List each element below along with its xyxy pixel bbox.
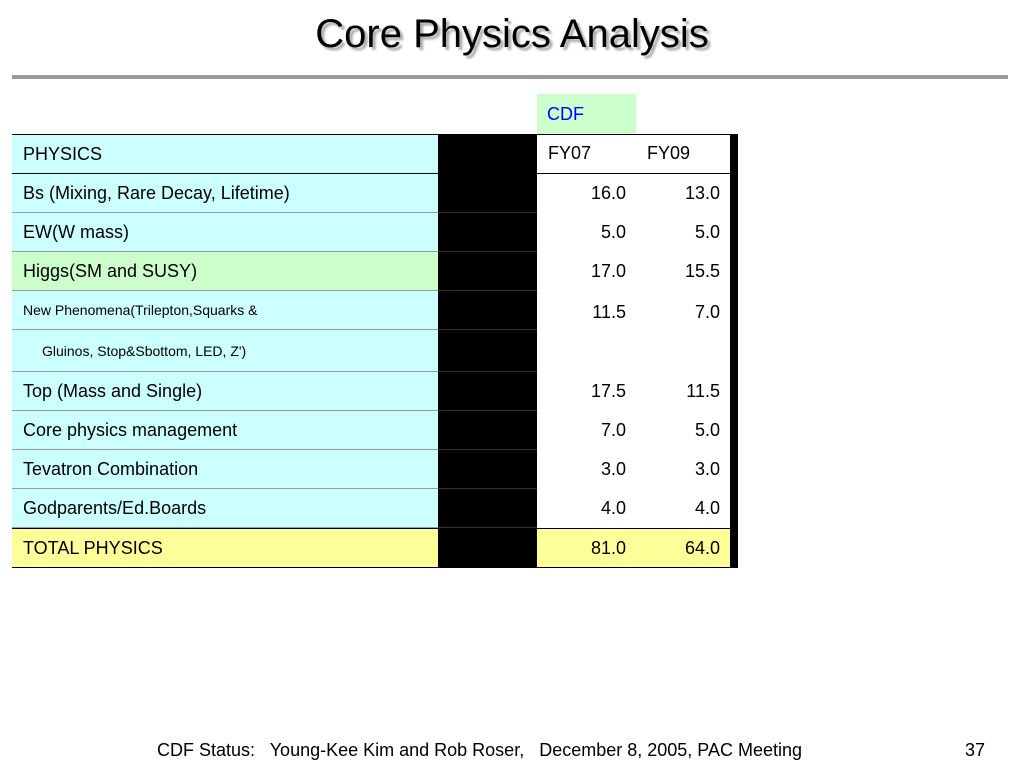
row-label: Bs (Mixing, Rare Decay, Lifetime) [12, 174, 438, 213]
column-header: FY07 [537, 134, 636, 174]
title-rule [12, 75, 1008, 79]
black-separator [438, 410, 537, 411]
black-column [438, 134, 537, 568]
value-cell: 4.0 [694, 498, 720, 518]
value-cell: 11.5 [592, 302, 626, 322]
row-label: Core physics management [12, 411, 438, 450]
row-label: Godparents/Ed.Boards [12, 489, 438, 528]
black-edge [730, 134, 738, 568]
value-cell: 17.5 [590, 381, 626, 401]
page-number: 37 [965, 740, 986, 760]
black-separator [438, 290, 537, 291]
group-label: CDF [537, 94, 636, 134]
value-cell: 16.0 [590, 183, 626, 203]
black-separator [438, 251, 537, 252]
total-value: 64.0 [636, 528, 730, 568]
column-header: FY09 [636, 134, 730, 174]
value-cell: 17.0 [590, 261, 626, 281]
black-separator [438, 212, 537, 213]
value-cell: 5.0 [694, 420, 720, 440]
black-separator [438, 371, 537, 372]
black-separator [438, 329, 537, 330]
total-value: 81.0 [537, 528, 636, 568]
value-cell: 5.0 [600, 222, 626, 242]
row-label: EW(W mass) [12, 213, 438, 252]
black-separator [438, 449, 537, 450]
footer: CDF Status: Young-Kee Kim and Rob Roser,… [157, 740, 803, 760]
row-label: Gluinos, Stop&Sbottom, LED, Z') [12, 330, 438, 372]
row-label: Top (Mass and Single) [12, 372, 438, 411]
row-label: TOTAL PHYSICS [12, 528, 438, 568]
slide-title: Core Physics Analysis [315, 12, 709, 56]
black-separator [438, 488, 537, 489]
value-cell: 15.5 [684, 261, 720, 281]
value-cell: 11.5 [686, 381, 720, 401]
row-label: New Phenomena(Trilepton,Squarks & [12, 291, 438, 330]
value-cell: 5.0 [694, 222, 720, 242]
row-label: Tevatron Combination [12, 450, 438, 489]
row-label: PHYSICS [12, 134, 438, 174]
black-separator [438, 527, 537, 528]
value-cell: 4.0 [600, 498, 626, 518]
value-cell: 3.0 [694, 459, 720, 479]
row-label: Higgs(SM and SUSY) [12, 252, 438, 291]
value-cell: 13.0 [684, 183, 720, 203]
value-cell: 7.0 [694, 302, 720, 322]
value-cell: 3.0 [600, 459, 626, 479]
value-cell: 7.0 [600, 420, 626, 440]
